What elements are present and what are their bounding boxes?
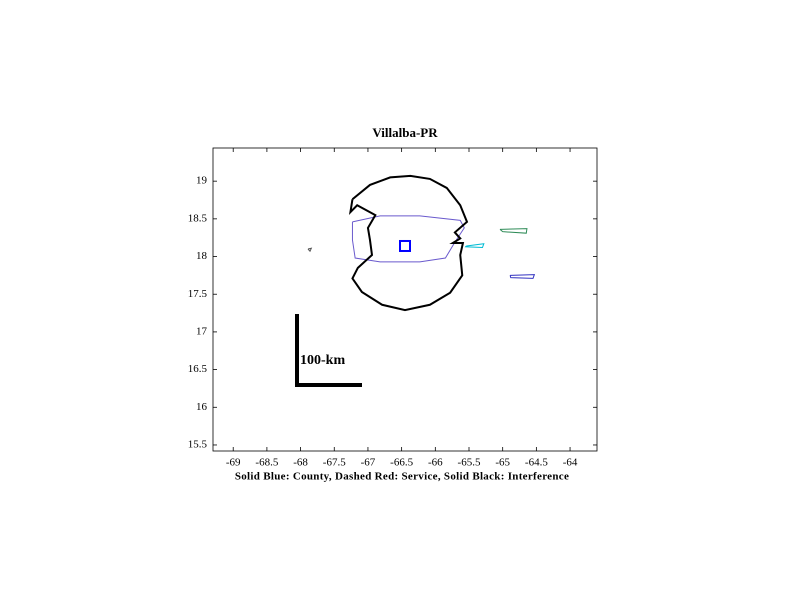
y-tick-label: 18.5 <box>188 212 208 224</box>
x-tick-label: -65 <box>495 457 510 469</box>
contour <box>509 274 536 279</box>
x-tick-label: -68 <box>293 457 308 469</box>
y-tick-label: 16 <box>196 401 208 413</box>
scale-bar <box>295 314 362 387</box>
x-tick-label: -67.5 <box>323 457 346 469</box>
x-tick-label: -66 <box>428 457 443 469</box>
chart-title: Villalba-PR <box>372 125 438 140</box>
contour <box>307 247 313 253</box>
x-tick-label: -64.5 <box>525 457 548 469</box>
plot-frame <box>212 147 598 452</box>
x-tick-label: -67 <box>361 457 376 469</box>
y-tick-label: 19 <box>196 175 208 187</box>
scale-label: 100-km <box>300 353 345 368</box>
x-tick-label: -65.5 <box>458 457 481 469</box>
x-tick-label: -68.5 <box>255 457 278 469</box>
station-marker <box>399 239 411 252</box>
y-tick-label: 15.5 <box>188 439 208 451</box>
x-tick-label: -69 <box>226 457 241 469</box>
y-tick-label: 17 <box>196 325 208 337</box>
contour <box>464 243 485 249</box>
y-tick-label: 16.5 <box>188 363 208 375</box>
x-tick-label: -64 <box>563 457 578 469</box>
contour <box>499 228 528 234</box>
contour <box>348 174 469 312</box>
y-tick-label: 18 <box>196 250 208 262</box>
y-tick-label: 17.5 <box>188 288 208 300</box>
contour <box>351 215 465 263</box>
x-axis-label: Solid Blue: County, Dashed Red: Service,… <box>235 471 569 483</box>
x-tick-label: -66.5 <box>390 457 413 469</box>
